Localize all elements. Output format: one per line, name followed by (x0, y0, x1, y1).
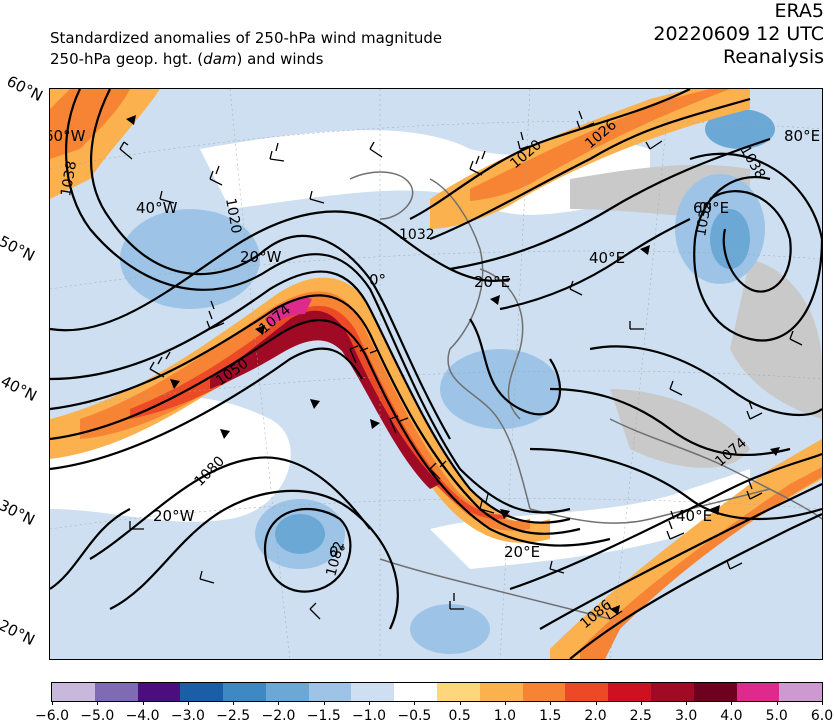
colorbar-segment (693, 683, 737, 701)
colorbar-tick-label: 3.0 (674, 708, 698, 724)
lon-label: 20°W (240, 248, 282, 266)
lon-label: 20°W (153, 507, 195, 525)
map-title: Standardized anomalies of 250-hPa wind m… (50, 28, 442, 70)
lat-label: 30°N (0, 496, 38, 530)
colorbar-segment (479, 683, 523, 701)
colorbar-segment (180, 683, 224, 701)
colorbar-tick-label: −1.5 (306, 708, 341, 724)
colorbar-tick-mark (686, 701, 688, 705)
colorbar-tick-mark (369, 701, 371, 705)
colorbar-segment (52, 683, 95, 701)
colorbar-segment (223, 683, 266, 701)
colorbar-tick-label: −4.0 (125, 708, 160, 724)
colorbar-tick-mark (97, 701, 99, 705)
colorbar-tick-mark (323, 701, 325, 705)
colorbar-segment (137, 683, 181, 701)
colorbar-tick-label: 4.0 (720, 708, 743, 724)
map-panel: 60°W 40°W 20°W 0° 20°E 40°E 60°E 80°E 20… (49, 88, 823, 660)
colorbar-tick-label: −6.0 (35, 708, 69, 724)
colorbar-tick-mark (142, 701, 144, 705)
valid-datetime: 20220609 12 UTC (653, 23, 824, 45)
lat-label: 60°N (3, 72, 46, 106)
colorbar-segment (608, 683, 651, 701)
colorbar-segment (265, 683, 309, 701)
colorbar-tick-mark (550, 701, 552, 705)
lat-label: 50°N (0, 232, 38, 266)
lon-label: 40°E (589, 249, 625, 267)
colorbar-tick-label: 2.0 (584, 708, 607, 724)
colorbar-tick-mark (640, 701, 642, 705)
title-line-2: 250-hPa geop. hgt. (dam) and winds (50, 50, 324, 68)
colorbar-segment (394, 683, 438, 701)
colorbar-segment (351, 683, 395, 701)
colorbar-tick-mark (731, 701, 733, 705)
map-canvas: 60°W 40°W 20°W 0° 20°E 40°E 60°E 80°E 20… (50, 89, 822, 659)
colorbar-tick-label: 6.0 (810, 708, 834, 724)
colorbar-tick-label: −3.0 (170, 708, 205, 724)
map-info: ERA5 20220609 12 UTC Reanalysis (653, 0, 824, 69)
contour-label: 1020 (222, 197, 244, 235)
colorbar-tick-mark (822, 701, 823, 705)
contour-label: 1038 (58, 160, 80, 198)
lat-label: 40°N (0, 372, 40, 406)
lon-label: 80°E (784, 127, 820, 145)
colorbar-tick-label: 2.5 (629, 708, 652, 724)
colorbar-segment (308, 683, 352, 701)
data-source: ERA5 (774, 0, 824, 22)
lon-label: 0° (329, 543, 346, 561)
colorbar-tick-mark (278, 701, 280, 705)
colorbar-tick-mark (52, 701, 53, 705)
contour-label: 1032 (693, 200, 715, 238)
colorbar-segment (736, 683, 780, 701)
colorbar-tick-label: −2.0 (261, 708, 296, 724)
colorbar-tick-label: −2.5 (216, 708, 251, 724)
colorbar-tick-mark (595, 701, 597, 705)
colorbar-tick-label: −5.0 (80, 708, 115, 724)
colorbar-tick-mark (187, 701, 189, 705)
colorbar-tick-label: 1.0 (493, 708, 517, 724)
colorbar-tick-mark (504, 701, 506, 705)
contour-label: 1032 (399, 227, 435, 243)
lat-label: 20°N (0, 616, 38, 650)
colorbar-segment (565, 683, 609, 701)
colorbar-tick-label: −1.0 (352, 708, 387, 724)
lon-label: 20°E (504, 543, 540, 561)
title-line-1: Standardized anomalies of 250-hPa wind m… (50, 29, 443, 47)
colorbar-segment (522, 683, 566, 701)
colorbar-tick-mark (233, 701, 235, 705)
lon-label: 60°E (693, 199, 729, 217)
colorbar-segment (94, 683, 138, 701)
colorbar-tick-mark (459, 701, 461, 705)
lon-label: 60°W (50, 127, 86, 145)
colorbar-tick-mark (414, 701, 416, 705)
lon-label: 40°W (136, 199, 178, 217)
colorbar (51, 682, 823, 702)
colorbar-tick-label: 1.5 (539, 708, 562, 724)
colorbar-tick-mark (776, 701, 778, 705)
lon-label: 40°E (676, 507, 712, 525)
colorbar-segment (650, 683, 694, 701)
product-type: Reanalysis (723, 46, 824, 68)
colorbar-segment (437, 683, 480, 701)
colorbar-tick-label: 0.5 (448, 708, 471, 724)
colorbar-segment (779, 683, 823, 701)
lon-label: 20°E (474, 273, 510, 291)
lon-label: 0° (369, 271, 386, 289)
colorbar-tick-label: 5.0 (765, 708, 788, 724)
colorbar-tick-label: −0.5 (397, 708, 432, 724)
